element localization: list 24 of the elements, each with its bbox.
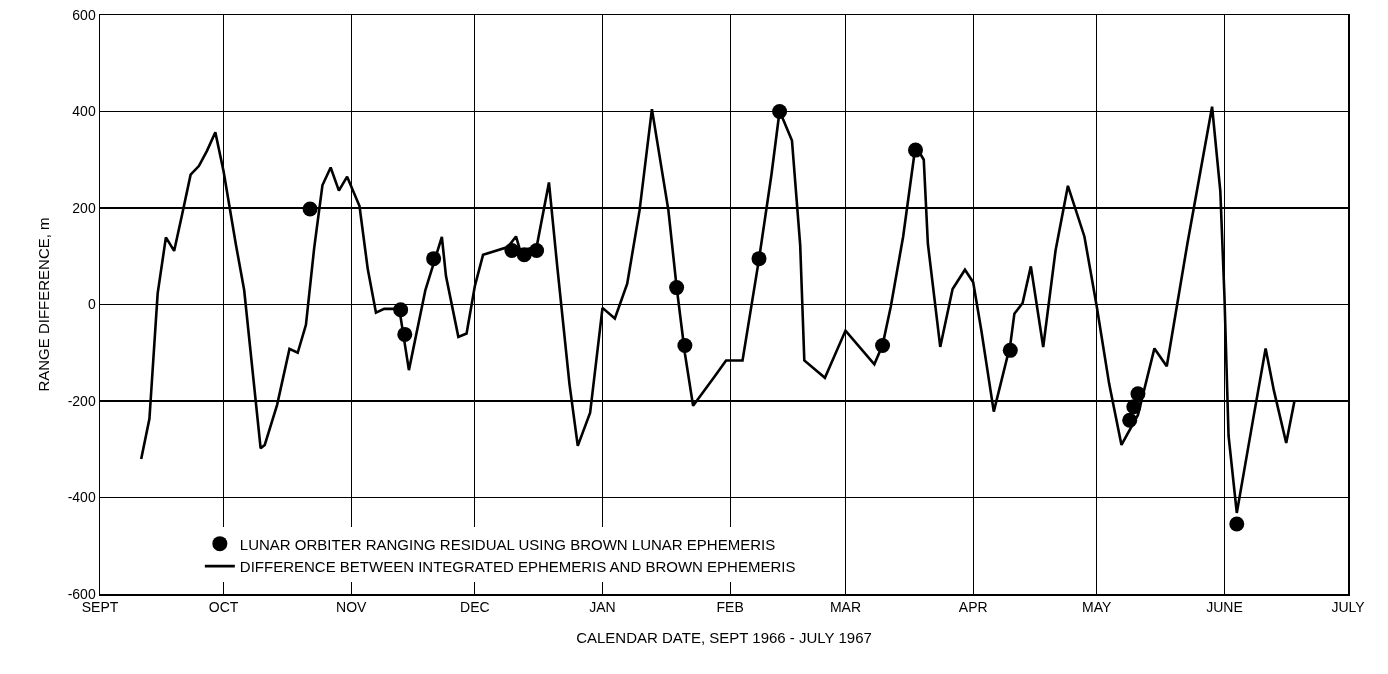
- x-tick-label: SEPT: [81, 599, 119, 616]
- y-axis-title: RANGE DIFFERENCE, m: [35, 217, 53, 392]
- x-tick-label: NOV: [336, 599, 368, 616]
- y-tick-label: -600: [67, 585, 96, 602]
- x-tick-label: MAY: [1082, 599, 1113, 616]
- x-tick-label: JUNE: [1206, 599, 1243, 616]
- x-tick-label: DEC: [460, 599, 490, 616]
- x-axis-title: CALENDAR DATE, SEPT 1966 - JULY 1967: [576, 629, 872, 647]
- x-tick-label: OCT: [208, 599, 239, 616]
- y-tick-label: 600: [72, 6, 96, 23]
- y-tick-label: -200: [67, 392, 96, 409]
- x-tick-label: APR: [958, 599, 988, 616]
- y-tick-label: 400: [72, 103, 96, 120]
- point: [302, 201, 318, 217]
- y-tick-label: -400: [67, 489, 96, 506]
- x-tick-label: MAR: [829, 599, 862, 616]
- legend-label: LUNAR ORBITER RANGING RESIDUAL USING BROWN LUNAR EPHEMERIS: [239, 535, 776, 553]
- x-tick-label: JAN: [589, 599, 616, 616]
- legend-label: DIFFERENCE BETWEEN INTEGRATED EPHEMERIS AND BROWN EPHEMERIS: [239, 558, 796, 576]
- point: [1229, 516, 1245, 532]
- y-tick-label: 200: [72, 199, 96, 216]
- x-tick-label: FEB: [716, 599, 744, 616]
- x-tick-label: JULY: [1331, 599, 1366, 616]
- y-tick-label: 0: [87, 296, 96, 313]
